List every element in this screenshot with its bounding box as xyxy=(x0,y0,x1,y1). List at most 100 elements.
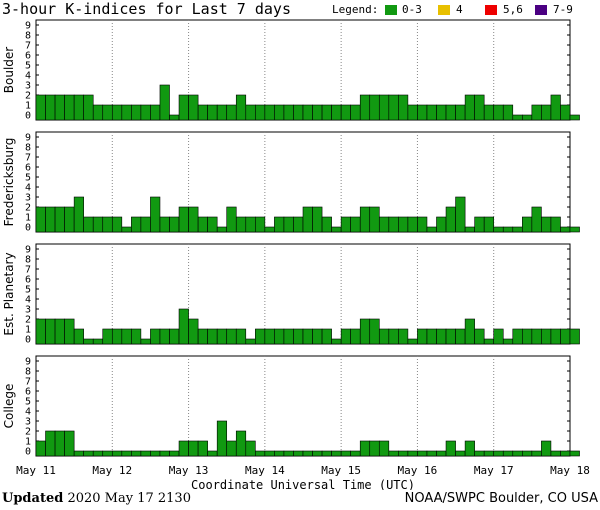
y-tick-label: 4 xyxy=(25,71,31,82)
k-bar xyxy=(169,328,180,345)
k-bar xyxy=(502,450,514,457)
k-bar xyxy=(45,94,56,121)
k-bar xyxy=(255,104,266,121)
k-bar xyxy=(331,338,342,345)
k-bar xyxy=(512,226,523,233)
k-bar xyxy=(474,216,485,233)
k-bar xyxy=(235,94,247,121)
k-bar xyxy=(560,328,571,345)
k-bar xyxy=(426,450,437,457)
k-bar xyxy=(502,104,514,121)
k-bar xyxy=(398,328,409,345)
y-tick-label: 2 xyxy=(25,203,31,214)
k-bar xyxy=(445,104,456,121)
k-bar xyxy=(255,450,266,457)
k-bar xyxy=(522,328,533,345)
k-bar xyxy=(73,94,84,121)
k-bar xyxy=(359,440,371,457)
k-bar xyxy=(150,328,161,345)
legend-entry-5-6: 5,6 xyxy=(503,3,523,16)
k-bar xyxy=(197,216,208,233)
k-bar xyxy=(321,216,332,233)
k-bar xyxy=(455,450,466,457)
k-bar xyxy=(178,440,189,457)
k-bar xyxy=(445,206,456,233)
x-tick-label: May 11 xyxy=(16,464,56,477)
y-tick-label: 3 xyxy=(25,193,31,204)
k-bar xyxy=(207,328,218,345)
k-bar xyxy=(407,450,418,457)
k-bar xyxy=(493,328,504,345)
k-bar xyxy=(512,450,523,457)
k-bar xyxy=(54,318,65,345)
k-bar xyxy=(340,450,351,457)
y-tick-label: 2 xyxy=(25,315,31,326)
panel-label: Fredericksburg xyxy=(2,138,16,227)
y-tick-label: 9 xyxy=(25,133,31,144)
k-bar xyxy=(502,226,514,233)
legend-label: Legend: xyxy=(332,3,379,16)
y-tick-label: 5 xyxy=(25,285,31,296)
k-bar xyxy=(73,328,84,345)
k-bar xyxy=(188,440,199,457)
k-bar xyxy=(464,440,475,457)
k-bar xyxy=(169,216,180,233)
k-bar xyxy=(436,216,447,233)
k-bar xyxy=(111,450,123,457)
k-bar xyxy=(359,318,371,345)
y-tick-label: 0 xyxy=(25,447,31,458)
k-bar xyxy=(45,206,56,233)
k-bar xyxy=(302,328,313,345)
k-bar xyxy=(359,94,371,121)
k-bar xyxy=(350,104,361,121)
k-bar xyxy=(388,216,399,233)
k-bar xyxy=(569,226,580,233)
k-bar xyxy=(331,104,342,121)
k-bar xyxy=(216,226,228,233)
k-bar xyxy=(417,104,428,121)
k-bar xyxy=(417,450,428,457)
k-bar xyxy=(111,216,123,233)
k-bar xyxy=(493,104,504,121)
k-bar xyxy=(493,450,504,457)
k-bar xyxy=(464,94,475,121)
k-bar xyxy=(331,450,342,457)
k-bar xyxy=(121,328,132,345)
k-bar xyxy=(464,318,475,345)
k-bar xyxy=(541,104,552,121)
k-bar xyxy=(569,114,580,121)
legend-entry-7-9: 7-9 xyxy=(553,3,573,16)
k-bar xyxy=(321,328,332,345)
k-bar xyxy=(312,104,323,121)
k-bar xyxy=(245,440,256,457)
k-bar xyxy=(531,104,542,121)
k-bar xyxy=(245,338,256,345)
y-tick-label: 8 xyxy=(25,255,31,266)
k-bar xyxy=(83,216,94,233)
y-tick-label: 7 xyxy=(25,265,31,276)
k-bar xyxy=(131,328,142,345)
k-bar xyxy=(207,104,218,121)
k-bar xyxy=(331,226,342,233)
k-bar xyxy=(140,450,151,457)
k-bar xyxy=(140,216,151,233)
k-bar xyxy=(235,328,247,345)
k-bar xyxy=(436,450,447,457)
k-bar xyxy=(512,114,523,121)
y-tick-label: 3 xyxy=(25,417,31,428)
k-bar xyxy=(92,104,104,121)
k-bar xyxy=(369,318,380,345)
k-bar xyxy=(369,206,380,233)
x-tick-label: May 13 xyxy=(169,464,209,477)
panel-label: Boulder xyxy=(2,47,16,94)
k-bar xyxy=(188,94,199,121)
k-bar xyxy=(178,94,189,121)
k-bar xyxy=(64,206,75,233)
k-bar xyxy=(102,104,113,121)
k-bar xyxy=(483,338,495,345)
k-bar xyxy=(455,196,466,233)
y-tick-label: 9 xyxy=(25,245,31,256)
k-bar xyxy=(226,328,237,345)
k-bar xyxy=(522,114,533,121)
k-bar xyxy=(226,440,237,457)
